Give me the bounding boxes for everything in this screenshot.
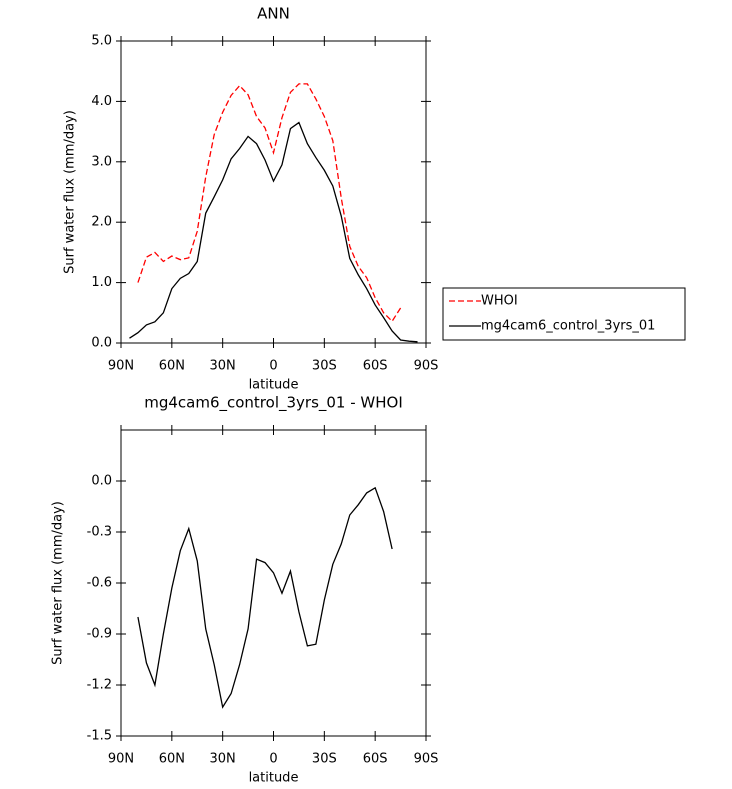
y-axis-label: Surf water flux (mm/day): [51, 501, 66, 665]
x-tick-label: 30N: [210, 359, 236, 374]
x-tick-label: 30S: [312, 359, 337, 374]
y-tick-label: 3.0: [91, 154, 112, 169]
x-tick-label: 60N: [159, 752, 185, 767]
y-tick-label: -0.6: [87, 576, 112, 591]
x-tick-label: 0: [269, 752, 277, 767]
legend-label: WHOI: [481, 294, 518, 309]
x-tick-label: 90N: [108, 359, 134, 374]
x-tick-label: 60N: [159, 359, 185, 374]
y-tick-label: 1.0: [91, 275, 112, 290]
y-tick-label: -1.2: [87, 678, 112, 693]
x-tick-label: 0: [269, 359, 277, 374]
y-tick-label: -0.3: [87, 525, 112, 540]
y-tick-label: 0.0: [91, 474, 112, 489]
x-tick-label: 30N: [210, 752, 236, 767]
data-line: [137, 486, 393, 709]
x-tick-label: 60S: [363, 752, 388, 767]
plot-frame: [120, 429, 427, 737]
y-tick-label: -0.9: [87, 627, 112, 642]
y-axis-label: Surf water flux (mm/day): [63, 110, 78, 274]
data-line: [137, 83, 402, 323]
x-axis-label: latitude: [249, 378, 299, 393]
x-tick-label: 90S: [414, 359, 439, 374]
y-tick-label: 2.0: [91, 215, 112, 230]
y-tick-label: 5.0: [91, 34, 112, 49]
y-tick-label: 0.0: [91, 336, 112, 351]
legend-box: [442, 287, 686, 341]
chart-title: ANN: [257, 5, 290, 23]
chart-title: mg4cam6_control_3yrs_01 - WHOI: [144, 394, 403, 413]
x-tick-label: 90N: [108, 752, 134, 767]
plot-frame: [120, 40, 427, 344]
x-tick-label: 30S: [312, 752, 337, 767]
y-tick-label: 4.0: [91, 94, 112, 109]
data-line: [129, 121, 418, 343]
y-tick-label: -1.5: [87, 729, 112, 744]
x-tick-label: 90S: [414, 752, 439, 767]
x-tick-label: 60S: [363, 359, 388, 374]
legend-label: mg4cam6_control_3yrs_01: [481, 319, 655, 334]
x-axis-label: latitude: [249, 771, 299, 786]
